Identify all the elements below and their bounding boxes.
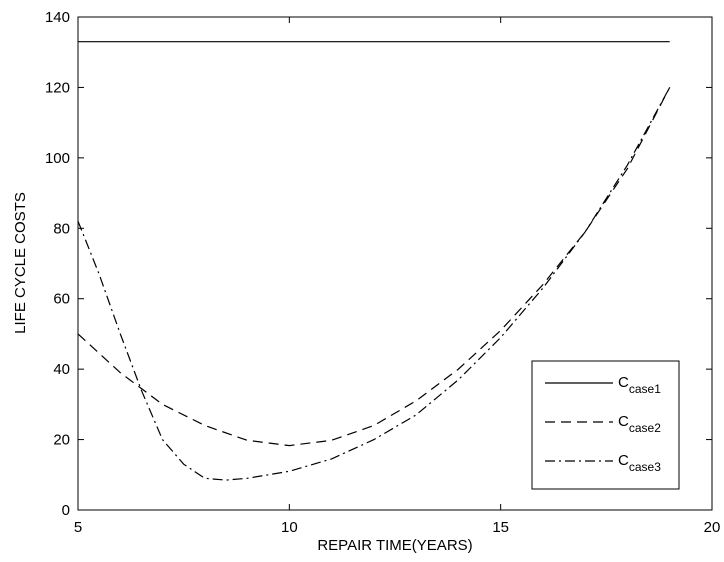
- legend-label-main: C: [618, 413, 629, 430]
- y-tick-label: 100: [45, 150, 70, 167]
- legend-label-subscript: case2: [629, 421, 661, 435]
- x-tick-label: 5: [74, 519, 82, 536]
- y-tick-label: 60: [53, 291, 70, 308]
- x-tick-label: 10: [281, 519, 298, 536]
- y-tick-label: 140: [45, 9, 70, 26]
- y-tick-label: 120: [45, 79, 70, 96]
- y-tick-label: 80: [53, 220, 70, 237]
- legend-label: Ccase2: [618, 413, 661, 435]
- legend-label: Ccase3: [618, 452, 661, 474]
- y-axis-ticks: 0 20 40 60 80 100 120 140: [45, 9, 712, 519]
- legend-label-subscript: case3: [629, 460, 661, 474]
- y-tick-label: 40: [53, 361, 70, 378]
- legend-box: [531, 360, 680, 490]
- series-line-case3: [77, 87, 671, 481]
- y-tick-label: 0: [62, 502, 70, 519]
- legend-label-subscript: case1: [629, 382, 661, 396]
- y-axis-title: LIFE CYCLE COSTS: [12, 192, 29, 334]
- x-axis-ticks: 5 10 15 20: [74, 17, 721, 536]
- x-tick-label: 20: [704, 519, 721, 536]
- legend-label: Ccase1: [618, 374, 661, 396]
- x-tick-label: 15: [492, 519, 509, 536]
- series-line-case2: [77, 87, 671, 447]
- legend-label-main: C: [618, 452, 629, 469]
- series-layer: [77, 41, 671, 481]
- legend-label-main: C: [618, 374, 629, 391]
- y-tick-label: 20: [53, 432, 70, 449]
- x-axis-title: REPAIR TIME(YEARS): [317, 537, 472, 554]
